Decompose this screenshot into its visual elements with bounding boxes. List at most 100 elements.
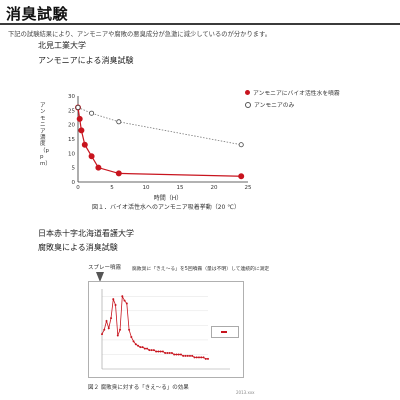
chart2-point bbox=[188, 354, 191, 357]
chart2-point bbox=[202, 356, 205, 359]
chart1-series-lines bbox=[77, 107, 242, 177]
legend-item-treated: アンモニアにバイオ活性水を噴霧 bbox=[245, 88, 340, 97]
chart1-y-tick: 15 bbox=[68, 137, 75, 143]
chart2-point bbox=[197, 356, 200, 359]
chart2-point bbox=[132, 340, 135, 343]
legend-marker-hollow-icon bbox=[245, 101, 251, 108]
chart2-point bbox=[146, 347, 149, 350]
chart2-point bbox=[103, 328, 106, 331]
section1-institution: 北見工業大学 bbox=[38, 41, 86, 50]
chart1-point-1 bbox=[89, 110, 95, 116]
ammonia-chart: 0 5 10 15 20 25 0 5 10 15 20 25 30 時間（H） 図１．バイオ活性水への… bbox=[68, 94, 252, 210]
chart2-point bbox=[177, 353, 180, 356]
chart2-frame bbox=[88, 281, 244, 378]
chart2-point bbox=[101, 333, 103, 336]
chart1-tick-labels: 0 5 10 15 20 25 0 5 10 15 20 25 30 bbox=[68, 94, 252, 191]
measurement-annotation: 腐敗臭に「きえ～る」を5回噴霧（量は不明）して連続的に測定 bbox=[132, 267, 270, 272]
chart2-point bbox=[155, 350, 158, 353]
section1-subtitle: アンモニアによる消臭試験 bbox=[38, 56, 134, 65]
chart2-point bbox=[119, 328, 122, 331]
legend-label-control: アンモニアのみ bbox=[254, 103, 295, 109]
chart2-point bbox=[166, 352, 169, 354]
chart2-point bbox=[157, 350, 160, 353]
chart2-point bbox=[200, 356, 203, 359]
chart1-point-1 bbox=[238, 142, 244, 148]
chart1-x-axis-label: 時間（H） bbox=[154, 194, 183, 202]
chart2-legend-swatch-icon bbox=[221, 331, 227, 333]
chart1-x-tick: 0 bbox=[76, 185, 80, 191]
chart2-point bbox=[170, 352, 173, 354]
chart2-point bbox=[152, 349, 155, 352]
chart1-y-axis-label: アンモニア濃度（ppm） bbox=[40, 103, 51, 167]
chart2-point bbox=[164, 352, 167, 354]
chart2-point bbox=[114, 304, 117, 306]
chart2-point bbox=[175, 353, 178, 356]
chart1-legend: アンモニアにバイオ活性水を噴霧 アンモニアのみ bbox=[245, 88, 340, 109]
chart1-y-tick: 30 bbox=[68, 94, 75, 100]
chart1-x-tick: 25 bbox=[245, 185, 252, 191]
chart2-gridlines bbox=[101, 289, 230, 370]
chart2-point bbox=[207, 357, 209, 360]
chart2-point bbox=[121, 295, 124, 298]
chart2-point bbox=[128, 328, 131, 331]
chart2-points bbox=[101, 295, 209, 360]
chart2-legend-box bbox=[211, 326, 239, 338]
intro-text: 下記の試験結果により、アンモニアや腐敗の悪臭成分が急激に減少しているのが分かりま… bbox=[8, 31, 272, 38]
spray-annotation: スプレー噴霧 bbox=[88, 265, 122, 271]
corner-note: 2013.xxx bbox=[236, 390, 255, 395]
chart1-y-tick: 25 bbox=[68, 108, 75, 114]
chart1-point-1 bbox=[116, 119, 122, 125]
spray-arrow-icon bbox=[96, 272, 104, 282]
chart1-x-tick: 20 bbox=[211, 185, 218, 191]
chart1-point-0 bbox=[88, 153, 95, 160]
chart1-y-tick: 20 bbox=[68, 123, 75, 129]
chart2-point bbox=[193, 356, 196, 359]
chart1-point-1 bbox=[75, 104, 81, 110]
title-divider bbox=[0, 23, 400, 25]
chart1-series-line-0 bbox=[77, 107, 242, 177]
chart2-point bbox=[179, 353, 182, 356]
chart2-point bbox=[150, 349, 153, 352]
chart2-point bbox=[143, 347, 146, 350]
chart1-point-0 bbox=[81, 141, 88, 148]
section2-institution: 日本赤十字北海道看護大学 bbox=[38, 229, 134, 238]
chart2-point bbox=[137, 344, 140, 347]
legend-marker-filled-icon bbox=[245, 90, 250, 95]
chart2-point bbox=[204, 357, 207, 360]
chart2-point bbox=[182, 354, 185, 357]
chart2-point bbox=[125, 302, 128, 305]
chart2-point bbox=[112, 298, 115, 301]
chart1-x-tick: 5 bbox=[110, 185, 114, 191]
chart2-point bbox=[148, 349, 151, 352]
chart1-x-tick: 15 bbox=[177, 185, 184, 191]
chart2-series-line bbox=[101, 294, 208, 360]
chart1-point-0 bbox=[76, 115, 83, 122]
chart1-point-0 bbox=[238, 173, 245, 180]
chart1-y-tick: 10 bbox=[68, 151, 75, 157]
section2-subtitle: 腐敗臭による消臭試験 bbox=[38, 243, 118, 252]
chart1-y-tick: 0 bbox=[72, 180, 76, 186]
chart2-point bbox=[186, 354, 189, 357]
chart2-point bbox=[130, 336, 133, 338]
chart2-point bbox=[195, 356, 198, 359]
chart2-point bbox=[161, 350, 164, 353]
chart2-point bbox=[110, 317, 113, 320]
chart2-point bbox=[139, 346, 142, 349]
chart2-caption: 図２ 腐敗臭に対する「きえ～る」の効果 bbox=[88, 385, 189, 391]
chart2-point bbox=[123, 299, 126, 302]
chart2-point bbox=[159, 350, 162, 353]
chart2-point bbox=[134, 343, 137, 346]
chart2-point bbox=[107, 327, 110, 330]
chart2-series-line bbox=[101, 294, 208, 360]
chart2-point bbox=[191, 354, 194, 357]
chart2-point bbox=[184, 354, 187, 357]
chart1-points bbox=[74, 104, 245, 180]
chart1-point-0 bbox=[95, 164, 102, 171]
chart1-y-tick: 5 bbox=[72, 166, 76, 172]
chart1-caption: 図１．バイオ活性水へのアンモニア吸着挙動（20 ℃） bbox=[92, 203, 240, 210]
chart1-x-tick: 10 bbox=[143, 185, 150, 191]
chart2-point bbox=[173, 353, 176, 356]
page-title: 消臭試験 bbox=[6, 5, 69, 23]
chart1-series-line-1 bbox=[77, 107, 242, 146]
chart2-point bbox=[105, 320, 108, 322]
